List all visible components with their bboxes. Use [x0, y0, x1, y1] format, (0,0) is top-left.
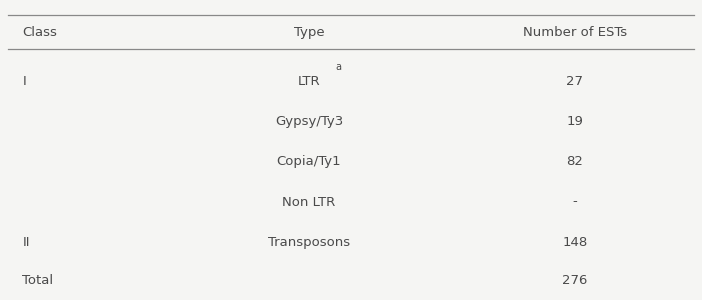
Text: 82: 82 — [567, 155, 583, 168]
Text: 27: 27 — [567, 75, 583, 88]
Text: 148: 148 — [562, 236, 588, 249]
Text: I: I — [22, 75, 26, 88]
Text: 19: 19 — [567, 115, 583, 128]
Text: Class: Class — [22, 26, 58, 39]
Text: 276: 276 — [562, 274, 588, 287]
Text: Number of ESTs: Number of ESTs — [523, 26, 627, 39]
Text: LTR: LTR — [298, 75, 320, 88]
Text: -: - — [572, 196, 577, 208]
Text: Gypsy/Ty3: Gypsy/Ty3 — [275, 115, 343, 128]
Text: II: II — [22, 236, 30, 249]
Text: Total: Total — [22, 274, 53, 287]
Text: Type: Type — [293, 26, 324, 39]
Text: Transposons: Transposons — [268, 236, 350, 249]
Text: Copia/Ty1: Copia/Ty1 — [277, 155, 341, 168]
Text: Non LTR: Non LTR — [282, 196, 336, 208]
Text: a: a — [336, 62, 342, 72]
